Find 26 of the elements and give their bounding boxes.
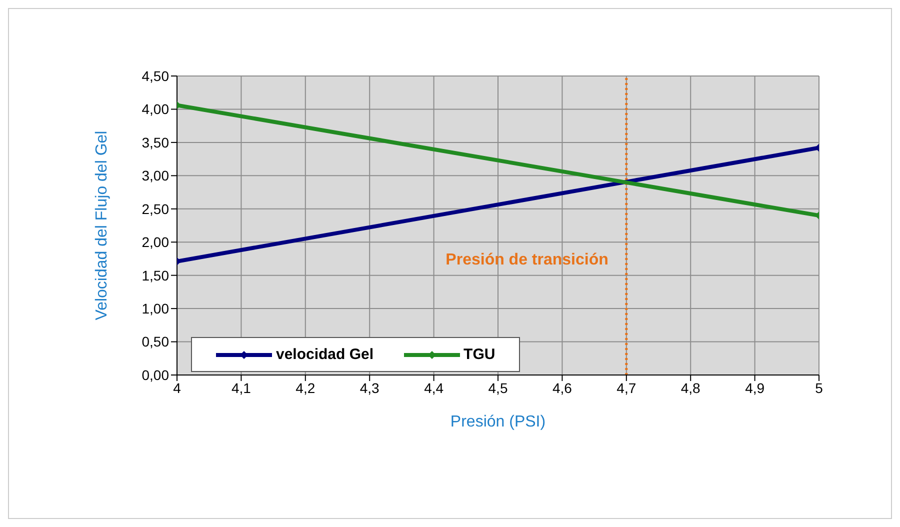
x-tick-label: 4,9: [745, 380, 765, 396]
y-tick-label: 3,00: [142, 168, 170, 184]
y-tick-label: 1,00: [142, 300, 170, 317]
x-tick-label: 4,3: [360, 380, 380, 396]
x-tick-label: 4: [173, 380, 182, 396]
y-tick-label: 3,50: [142, 134, 170, 150]
y-tick-label: 2,00: [142, 234, 170, 250]
x-tick-label: 4,8: [680, 380, 701, 396]
x-tick-label: 4,5: [488, 380, 508, 396]
y-tick-label: 4,00: [142, 101, 170, 118]
y-axis-title: Velocidad del Flujo del Gel: [94, 130, 111, 320]
y-tick-label: 0,50: [142, 334, 170, 350]
x-tick-label: 4,7: [616, 380, 636, 396]
x-tick-label: 4,2: [296, 380, 316, 396]
x-tick-label: 4,6: [552, 380, 572, 396]
y-tick-label: 2,50: [142, 200, 170, 217]
y-tick-label: 4,50: [142, 68, 170, 84]
x-axis-title: Presión (PSI): [450, 413, 546, 430]
legend-label: TGU: [462, 346, 496, 363]
x-tick-label: 5: [815, 380, 824, 396]
y-tick-label: 1,50: [142, 267, 170, 284]
y-tick-label: 0,00: [142, 366, 170, 383]
x-tick-label: 4,4: [424, 380, 444, 396]
legend-label: velocidad Gel: [275, 346, 374, 363]
x-tick-label: 4,1: [231, 380, 252, 396]
ref-line-label: Presión de transición: [446, 251, 608, 268]
